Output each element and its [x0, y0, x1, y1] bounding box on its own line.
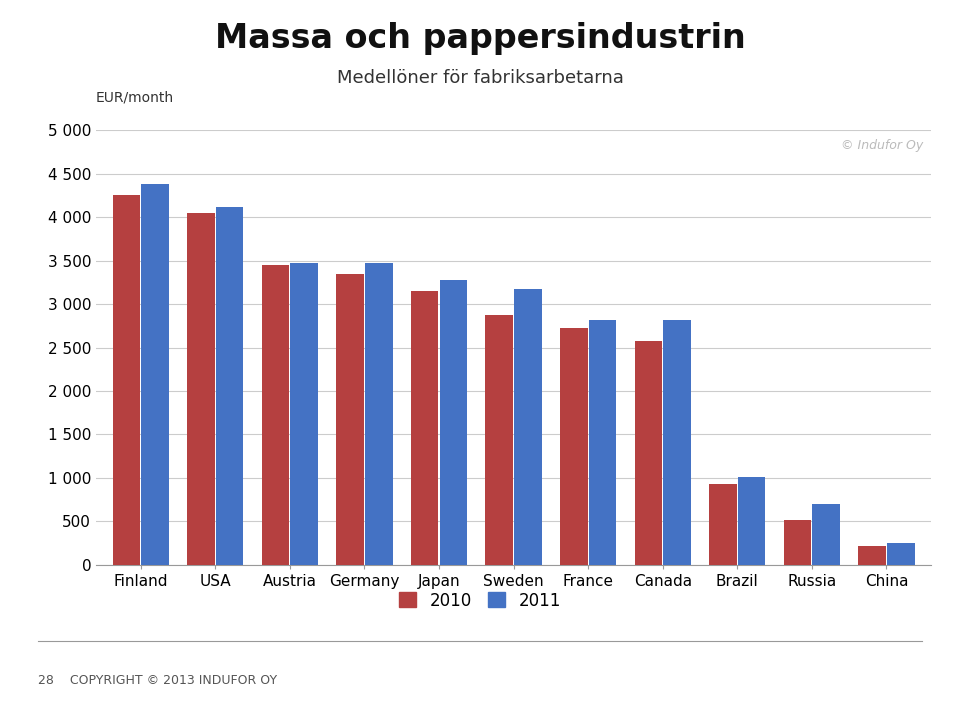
- Bar: [858, 546, 886, 565]
- Bar: [440, 279, 468, 565]
- Text: 28    COPYRIGHT © 2013 INDUFOR OY: 28 COPYRIGHT © 2013 INDUFOR OY: [38, 674, 277, 687]
- Bar: [663, 320, 691, 565]
- Bar: [709, 484, 736, 565]
- Bar: [486, 316, 513, 565]
- Bar: [738, 477, 765, 565]
- Bar: [262, 265, 289, 565]
- Bar: [411, 291, 439, 565]
- Bar: [887, 543, 915, 565]
- Bar: [141, 184, 169, 565]
- Bar: [515, 290, 541, 565]
- Bar: [812, 504, 840, 565]
- Bar: [635, 340, 662, 565]
- Bar: [216, 207, 244, 565]
- Bar: [783, 521, 811, 565]
- Text: Massa och pappersindustrin: Massa och pappersindustrin: [215, 22, 745, 55]
- Legend: 2010, 2011: 2010, 2011: [391, 584, 569, 618]
- Bar: [588, 320, 616, 565]
- Bar: [112, 195, 140, 565]
- Bar: [187, 213, 215, 565]
- Text: EUR/month: EUR/month: [96, 90, 174, 104]
- Bar: [560, 327, 588, 565]
- Text: Medellöner för fabriksarbetarna: Medellöner för fabriksarbetarna: [337, 69, 623, 87]
- Bar: [365, 264, 393, 565]
- Bar: [291, 264, 318, 565]
- Text: © Indufor Oy: © Indufor Oy: [841, 139, 923, 152]
- Bar: [336, 274, 364, 565]
